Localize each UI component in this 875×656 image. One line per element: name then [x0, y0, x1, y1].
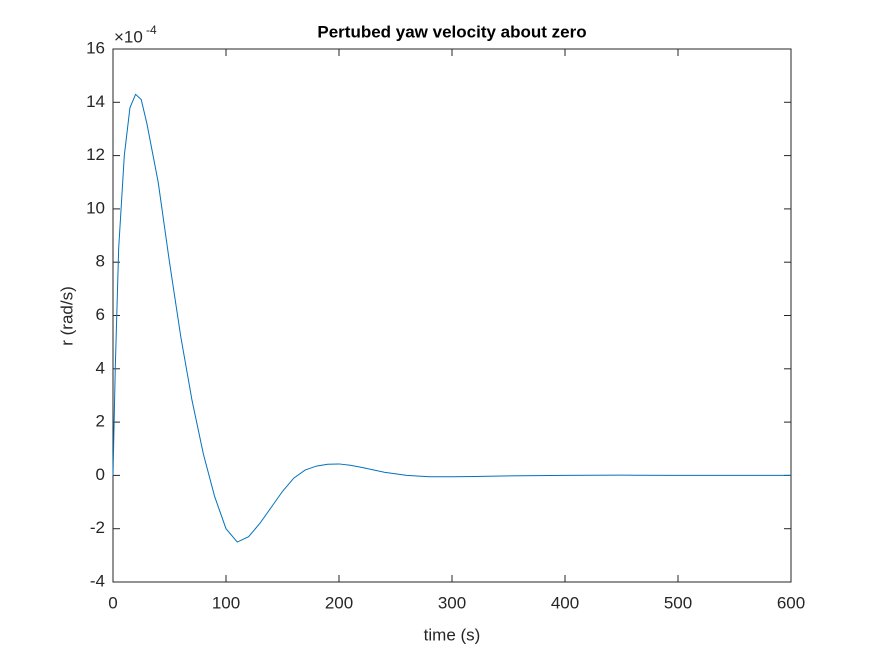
- x-tick-label: 100: [212, 593, 240, 612]
- chart-title: Pertubed yaw velocity about zero: [317, 22, 586, 41]
- y-tick-label: -4: [90, 571, 105, 590]
- y-tick-label: 16: [86, 38, 105, 57]
- x-tick-label: 200: [325, 593, 353, 612]
- y-tick-label: 0: [96, 465, 105, 484]
- x-axis-label: time (s): [424, 625, 481, 644]
- y-axis-label: r (rad/s): [57, 286, 76, 346]
- y-tick-label: 14: [86, 92, 105, 111]
- data-line: [112, 93, 791, 543]
- y-tick-label: 2: [96, 412, 105, 431]
- x-tick-label: 500: [664, 593, 692, 612]
- y-exponent: -4: [146, 23, 157, 37]
- x-tick-label: 0: [108, 593, 117, 612]
- plot-area: [112, 48, 792, 583]
- x-tick-label: 400: [551, 593, 579, 612]
- y-tick-label: -2: [90, 518, 105, 537]
- y-tick-label: 8: [96, 252, 105, 271]
- y-tick-label: 4: [96, 358, 105, 377]
- y-tick-label: 6: [96, 305, 105, 324]
- x-tick-label: 600: [777, 593, 805, 612]
- x-tick-label: 300: [438, 593, 466, 612]
- y-multiplier: ×10: [114, 27, 143, 46]
- y-tick-label: 12: [86, 145, 105, 164]
- y-tick-label: 10: [86, 198, 105, 217]
